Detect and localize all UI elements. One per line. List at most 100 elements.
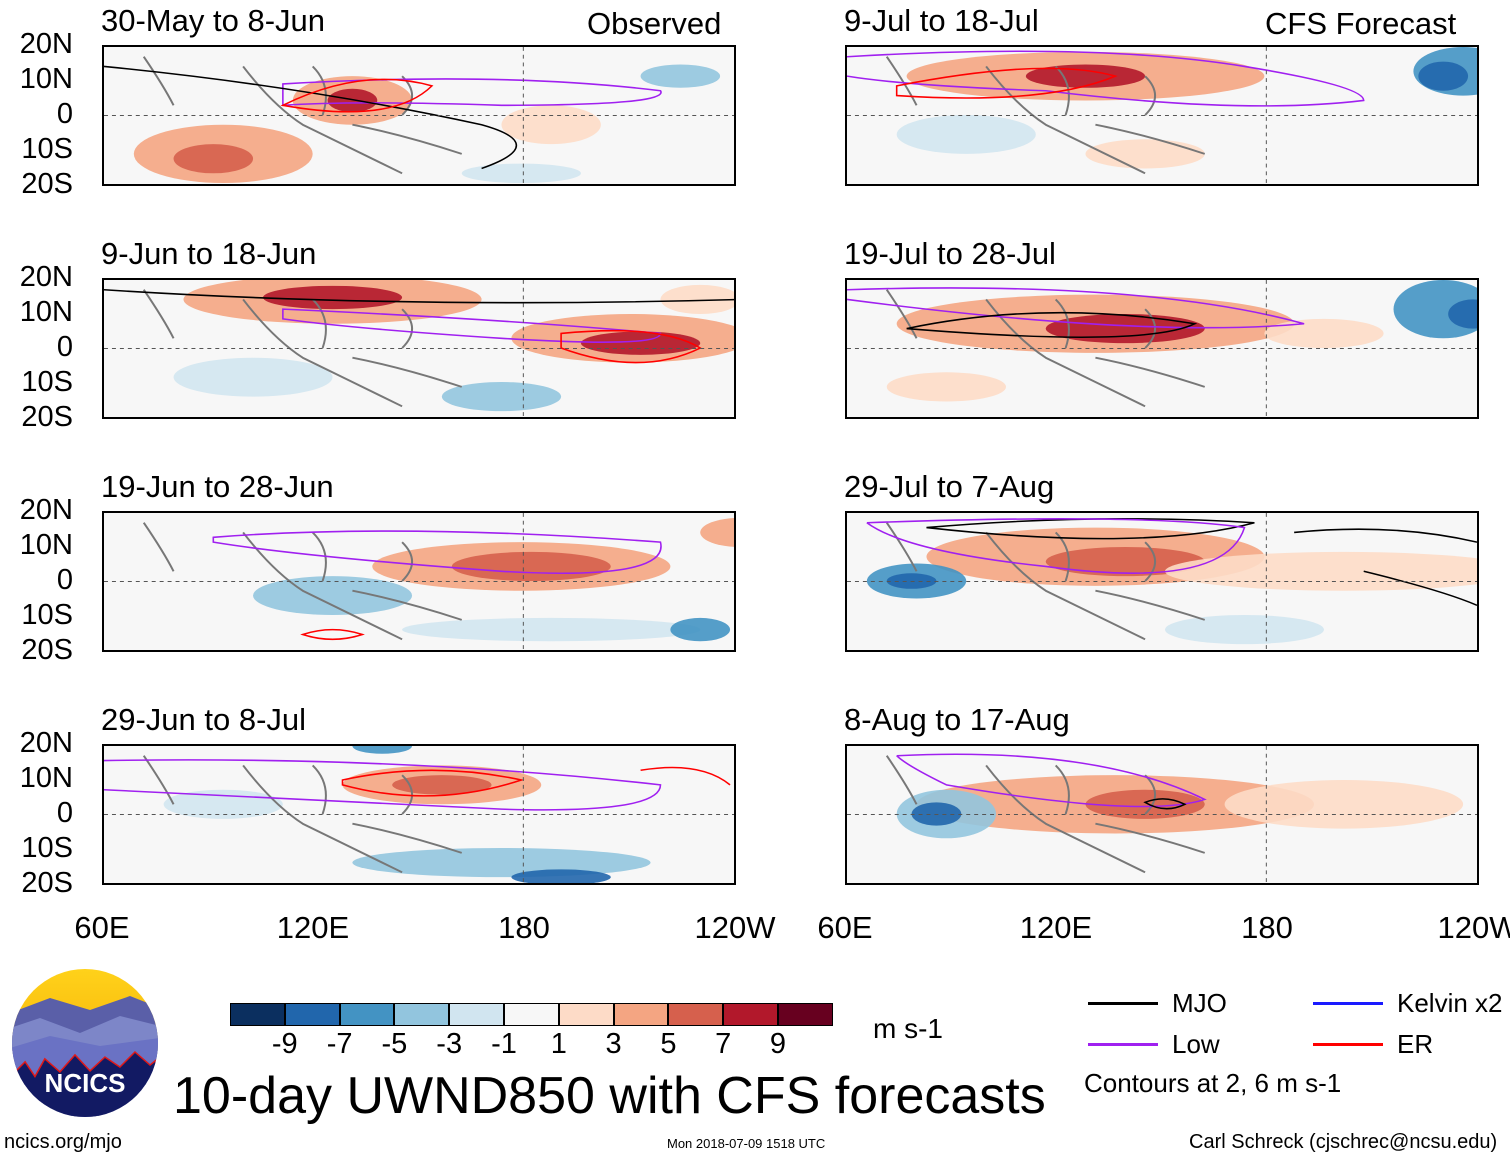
observed-header: Observed xyxy=(587,6,722,41)
coastline xyxy=(142,289,463,408)
legend-label: Kelvin x2 xyxy=(1397,988,1503,1018)
legend-line xyxy=(1088,1043,1158,1046)
wind-anomaly-region xyxy=(352,848,651,878)
wind-anomaly-region xyxy=(451,551,611,582)
contour-line xyxy=(847,287,1305,329)
wind-anomaly-region xyxy=(253,576,413,616)
contour-line xyxy=(280,78,434,113)
panel-title: 9-Jun to 18-Jun xyxy=(101,236,317,271)
wind-anomaly-region xyxy=(886,372,1006,402)
lon-label: 120E xyxy=(1019,910,1093,945)
logo-text: NCICS xyxy=(45,1068,126,1098)
panel-title: 30-May to 8-Jun xyxy=(101,3,325,38)
footer-timestamp: Mon 2018-07-09 1518 UTC xyxy=(667,1136,826,1151)
colorbar-label: 9 xyxy=(769,1028,787,1060)
wind-anomaly-region xyxy=(1224,780,1464,829)
coastline xyxy=(885,522,1206,641)
wind-anomaly-region xyxy=(511,869,611,883)
colorbar-swatch xyxy=(339,1003,395,1026)
legend-label: Low xyxy=(1172,1029,1220,1059)
coastline xyxy=(142,522,463,641)
contour-note: Contours at 2, 6 m s-1 xyxy=(1084,1068,1342,1098)
lat-label: 0 xyxy=(56,564,73,596)
map-panel xyxy=(102,744,736,885)
wind-anomaly-region xyxy=(1418,61,1469,91)
contour-line xyxy=(282,308,662,343)
lat-label: 10S xyxy=(21,133,73,165)
map-panel xyxy=(845,278,1479,419)
legend-line xyxy=(1313,1002,1383,1005)
legend-line xyxy=(1088,1002,1158,1005)
lat-label: 0 xyxy=(56,331,73,363)
wind-anomaly-region xyxy=(327,88,378,113)
colorbar-swatch xyxy=(394,1003,450,1026)
lon-label: 120W xyxy=(694,910,776,945)
lat-label: 20S xyxy=(21,867,73,899)
wind-anomaly-region xyxy=(1164,615,1324,645)
colorbar-swatch xyxy=(723,1003,778,1026)
wind-anomaly-region xyxy=(262,285,403,310)
colorbar-label: -1 xyxy=(491,1028,517,1060)
map-panel xyxy=(102,278,736,419)
wind-anomaly-region xyxy=(1264,318,1384,349)
map-panel xyxy=(845,45,1479,186)
wind-anomaly-region xyxy=(700,518,734,547)
lat-label: 0 xyxy=(56,98,73,130)
wind-anomaly-region xyxy=(173,357,333,397)
map-panel xyxy=(845,744,1479,885)
contour-line xyxy=(560,329,702,364)
contour-line xyxy=(640,766,731,786)
lat-label: 20N xyxy=(19,261,73,293)
lat-label: 10S xyxy=(21,366,73,398)
colorbar-label: -5 xyxy=(381,1028,408,1060)
lat-label: 10S xyxy=(21,599,73,631)
wind-anomaly-region xyxy=(911,802,962,826)
lat-label: 0 xyxy=(56,797,73,829)
panel-title: 9-Jul to 18-Jul xyxy=(844,3,1039,38)
wind-anomaly-region xyxy=(1045,547,1205,577)
wind-anomaly-region xyxy=(352,746,413,754)
footer-author: Carl Schreck (cjschrec@ncsu.edu) xyxy=(1189,1131,1498,1153)
lon-label: 180 xyxy=(1241,910,1293,945)
lat-label: 20S xyxy=(21,634,73,666)
wind-anomaly-region xyxy=(886,573,937,589)
contour-line xyxy=(1294,528,1477,543)
lon-label: 120E xyxy=(276,910,350,945)
lat-label: 10N xyxy=(19,529,73,561)
legend-label: MJO xyxy=(1172,988,1227,1018)
wind-anomaly-region xyxy=(402,617,701,642)
footer-url[interactable]: ncics.org/mjo xyxy=(4,1131,122,1153)
colorbar-label: -7 xyxy=(326,1028,353,1060)
contour-line xyxy=(212,530,662,575)
coastline xyxy=(142,755,463,874)
colorbar-label: -3 xyxy=(436,1028,463,1060)
lon-label: 60E xyxy=(817,910,873,945)
legend-line xyxy=(1313,1043,1383,1046)
panel-title: 19-Jul to 28-Jul xyxy=(844,236,1056,271)
figure-title: 10-day UWND850 with CFS forecasts xyxy=(173,1067,1046,1125)
colorbar-swatch xyxy=(504,1003,559,1026)
lon-label: 180 xyxy=(498,910,550,945)
contour-line xyxy=(300,628,365,641)
wind-anomaly-region xyxy=(1025,64,1146,88)
lat-label: 20S xyxy=(21,168,73,200)
colorbar-swatch xyxy=(449,1003,504,1026)
wind-anomaly-region xyxy=(392,775,492,795)
contour-line xyxy=(104,288,734,304)
wind-anomaly-region xyxy=(1085,789,1205,819)
wind-anomaly-region xyxy=(173,144,254,174)
wind-anomaly-region xyxy=(1085,139,1205,169)
colorbar-label: 7 xyxy=(715,1028,732,1060)
map-panel xyxy=(845,511,1479,652)
contour-line xyxy=(1143,798,1187,810)
map-panel xyxy=(102,45,736,186)
colorbar-label: 1 xyxy=(550,1028,567,1060)
colorbar-swatch xyxy=(613,1003,669,1026)
coastline xyxy=(885,289,1206,408)
lat-label: 10N xyxy=(19,762,73,794)
lat-label: 20N xyxy=(19,494,73,526)
wind-anomaly-region xyxy=(660,284,734,315)
contour-line xyxy=(896,753,1207,808)
contour-line xyxy=(104,65,517,170)
contour-line xyxy=(895,67,1118,99)
